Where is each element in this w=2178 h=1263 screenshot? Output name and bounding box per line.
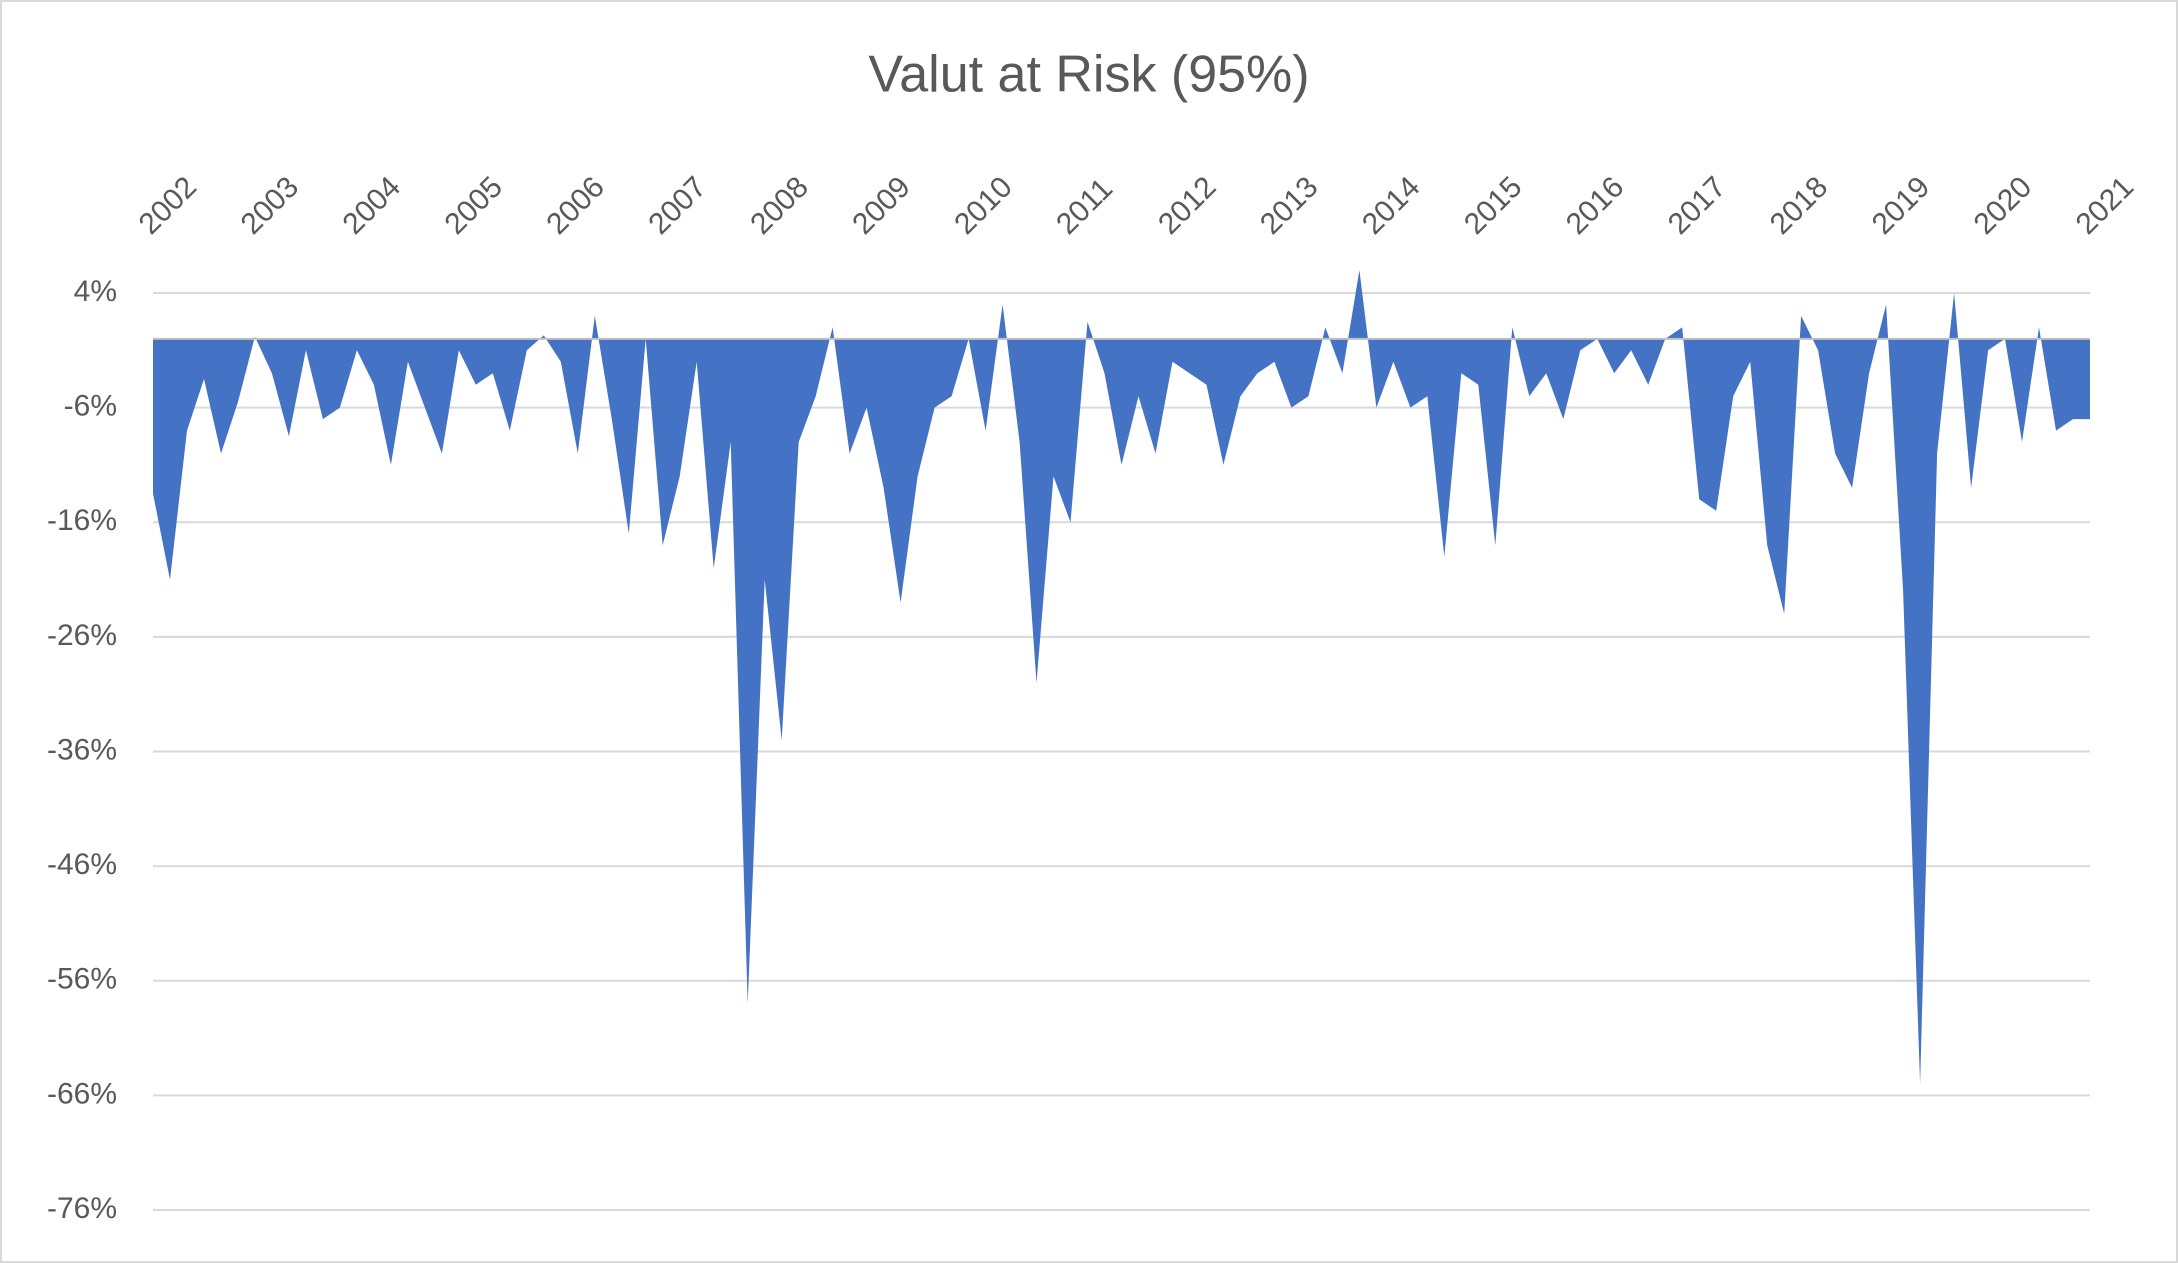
y-tick-label: -66% — [47, 1077, 117, 1110]
y-tick-label: -16% — [47, 504, 117, 537]
y-tick-label: -6% — [64, 390, 117, 423]
y-tick-label: -26% — [47, 619, 117, 652]
y-tick-label: -36% — [47, 733, 117, 766]
y-tick-label: 4% — [74, 275, 117, 308]
chart-title: Valut at Risk (95%) — [868, 46, 1309, 104]
y-tick-label: -46% — [47, 848, 117, 881]
y-tick-label: -56% — [47, 963, 117, 996]
y-tick-label: -76% — [47, 1192, 117, 1225]
area — [153, 270, 2090, 1084]
